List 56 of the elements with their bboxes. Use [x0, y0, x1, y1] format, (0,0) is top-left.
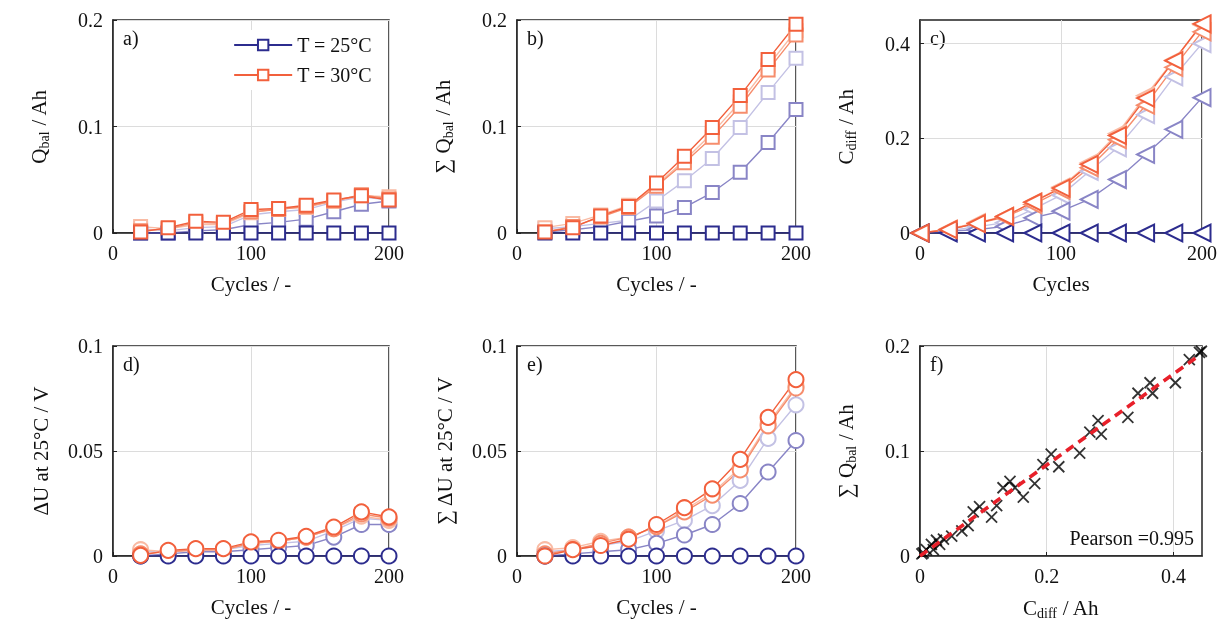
y-tick-label: 0.1 — [482, 115, 507, 138]
y-tick-label: 0.1 — [885, 440, 910, 462]
y-tick-label: 0 — [497, 545, 507, 567]
annotation: Pearson =0.995 — [1069, 527, 1195, 549]
x-tick-label: 0 — [915, 565, 925, 587]
x-tick-label: 0 — [108, 242, 118, 264]
x-tick-label: 100 — [1046, 242, 1076, 264]
x-tick-label: 0.4 — [1160, 565, 1186, 587]
y-tick-label: 0 — [900, 222, 910, 244]
y-tick-label: 0.1 — [482, 335, 507, 357]
x-axis-title: Cycles — [1032, 271, 1090, 296]
y-tick-label: 0.2 — [482, 9, 507, 31]
y-tick-label: 0.4 — [885, 32, 910, 55]
legend-label: T = 30°C — [297, 64, 372, 86]
y-axis-title: ∑ Qbal / Ah — [431, 79, 456, 174]
y-tick-label: 0.2 — [885, 127, 910, 150]
x-tick-label: 100 — [236, 242, 266, 264]
annotation: a) — [123, 27, 139, 50]
y-tick-label: 0 — [900, 545, 910, 567]
x-tick-label: 100 — [641, 565, 672, 587]
x-axis-title: Cycles / - — [210, 271, 292, 296]
legend-label: T = 25°C — [297, 34, 372, 56]
x-tick-label: 0.2 — [1034, 565, 1060, 587]
x-axis-title: Cdiff / Ah — [1023, 596, 1099, 621]
y-tick-label: 0.1 — [78, 335, 103, 357]
x-tick-label: 200 — [374, 565, 404, 587]
y-axis-title: ∑ Qbal / Ah — [834, 403, 859, 499]
x-tick-label: 200 — [1187, 242, 1217, 264]
y-axis-title: Qbal / Ah — [27, 89, 52, 164]
y-tick-label: 0 — [497, 222, 507, 244]
annotation: e) — [527, 353, 543, 376]
x-tick-label: 0 — [915, 242, 925, 264]
y-tick-label: 0.05 — [68, 440, 103, 462]
x-tick-label: 100 — [236, 565, 266, 587]
y-tick-label: 0.2 — [78, 9, 103, 31]
y-axis-title: Cdiff / Ah — [834, 88, 859, 165]
x-axis-title: Cycles / - — [616, 594, 697, 619]
y-tick-label: 0 — [93, 545, 103, 567]
y-axis-title: ∑ ΔU at 25°C / V — [432, 377, 457, 525]
annotation: d) — [123, 353, 140, 376]
x-tick-label: 0 — [512, 242, 522, 264]
x-tick-label: 200 — [374, 242, 404, 264]
y-tick-label: 0.05 — [472, 440, 507, 462]
annotation: f) — [930, 353, 944, 376]
y-tick-label: 0 — [93, 222, 103, 244]
y-tick-label: 0.1 — [78, 115, 103, 138]
y-axis-title: ΔU at 25°C / V — [28, 386, 53, 516]
y-tick-label: 0.2 — [885, 335, 910, 357]
x-tick-label: 200 — [781, 242, 811, 264]
x-tick-label: 0 — [512, 565, 522, 587]
x-tick-label: 200 — [781, 565, 811, 587]
x-tick-label: 100 — [641, 242, 672, 264]
x-tick-label: 0 — [108, 565, 118, 587]
x-axis-title: Cycles / - — [210, 594, 292, 619]
annotation: b) — [527, 27, 544, 50]
x-axis-title: Cycles / - — [616, 271, 697, 296]
